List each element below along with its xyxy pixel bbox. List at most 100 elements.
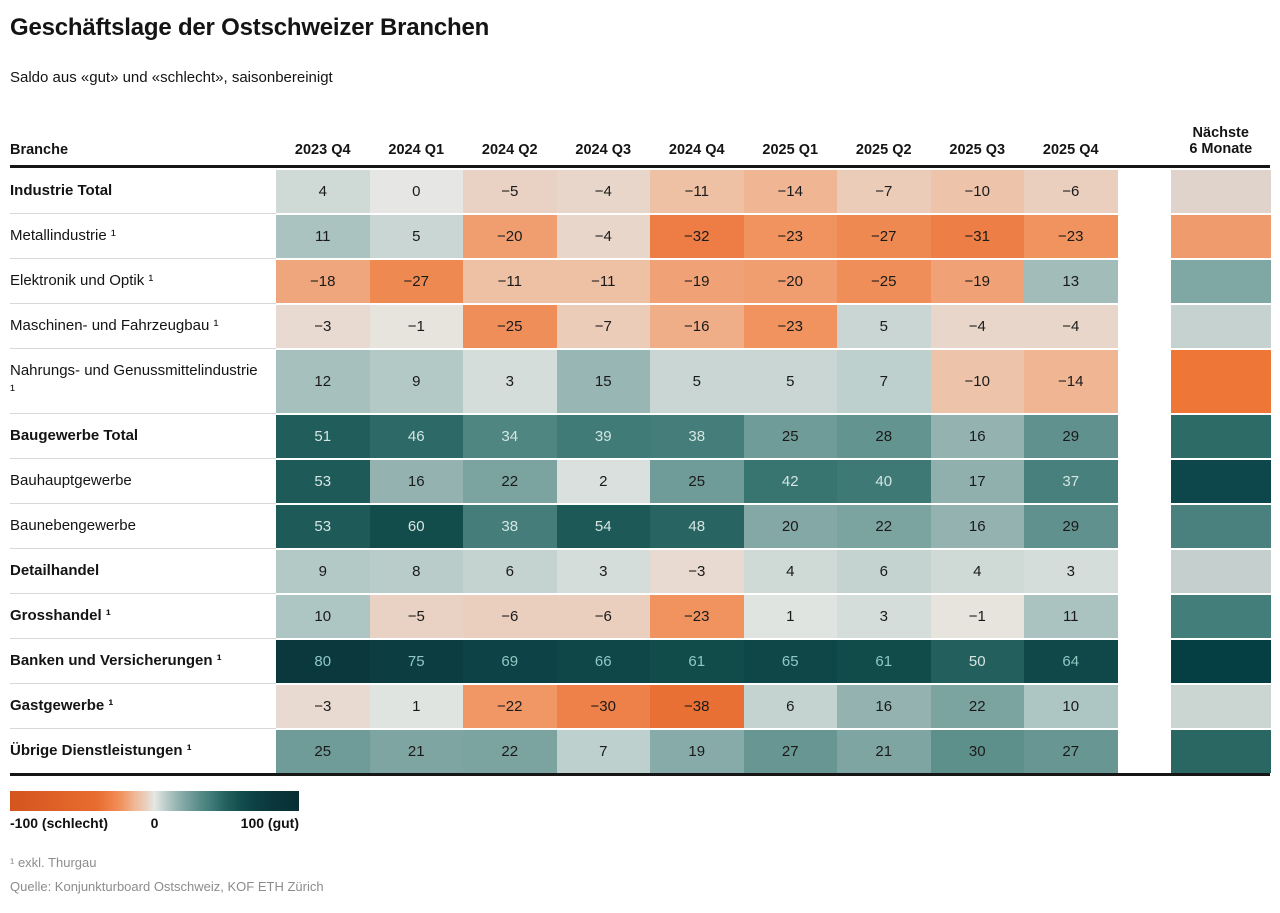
heatmap-cell: 4	[743, 549, 837, 593]
color-legend: -100 (schlecht) 0 100 (gut)	[10, 790, 299, 833]
heatmap-cell: 39	[556, 414, 650, 458]
heatmap-cell: 19	[650, 729, 744, 773]
bottom-rule	[10, 772, 1270, 776]
heatmap-cell: −32	[650, 214, 744, 258]
heatmap-cell: 5	[369, 214, 463, 258]
heatmap-cell: 51	[276, 414, 370, 458]
column-header-quarter: 2025 Q2	[855, 141, 912, 158]
heatmap-cell: −5	[463, 169, 557, 213]
heatmap-cell: 3	[463, 349, 557, 413]
heatmap-cell: 11	[276, 214, 370, 258]
next6-cell	[1170, 304, 1271, 348]
heatmap-cell: 12	[276, 349, 370, 413]
heatmap-cell: 9	[276, 549, 370, 593]
table-row: Grosshandel ¹ 10 −5 −6 −6 −23 1 3 −1 11	[10, 593, 1271, 638]
heatmap-cell: 3	[556, 549, 650, 593]
heatmap-cell: −31	[930, 214, 1024, 258]
heatmap-cell: 6	[837, 549, 931, 593]
column-header-quarter: 2023 Q4	[294, 141, 351, 158]
heatmap-cell: 69	[463, 639, 557, 683]
heatmap-cell: −16	[650, 304, 744, 348]
heatmap-cell: −20	[463, 214, 557, 258]
heatmap-cell: 75	[369, 639, 463, 683]
heatmap-cell: 17	[930, 459, 1024, 503]
row-gap	[1118, 595, 1171, 638]
row-label: Industrie Total	[10, 182, 113, 200]
heatmap-cell: 1	[369, 684, 463, 728]
heatmap-cell: 5	[743, 349, 837, 413]
legend-max-label: 100 (gut)	[240, 814, 299, 831]
next6-header-line2: 6 Monate	[1189, 141, 1253, 158]
heatmap-cell: −23	[743, 304, 837, 348]
heatmap-cell: 27	[1024, 729, 1118, 773]
next6-cell	[1170, 504, 1271, 548]
heatmap-cell: 20	[743, 504, 837, 548]
heatmap-cell: 7	[837, 349, 931, 413]
heatmap-cell: 64	[1024, 639, 1118, 683]
row-label: Übrige Dienstleistungen ¹	[10, 728, 276, 773]
heatmap-cell: −7	[556, 304, 650, 348]
table-row: Maschinen- und Fahrzeugbau ¹ −3 −1 −25 −7 −16…	[10, 303, 1271, 348]
heatmap-cell: 42	[743, 459, 837, 503]
subtitle: Saldo aus «gut» und «schlecht», saisonbe…	[10, 68, 333, 86]
heatmap-cell: 22	[463, 729, 557, 773]
row-label: Detailhandel	[10, 548, 276, 593]
heatmap-cell: −7	[837, 169, 931, 213]
column-header-quarter: 2025 Q3	[949, 141, 1006, 158]
heatmap-cell: −25	[837, 259, 931, 303]
next6-cell	[1170, 594, 1271, 638]
next6-header-line1: Nächste	[1192, 124, 1249, 141]
heatmap-cell: −20	[743, 259, 837, 303]
next6-cell	[1170, 549, 1271, 593]
column-header-quarter: 2024 Q4	[668, 141, 725, 158]
footnote: ¹ exkl. Thurgau	[10, 854, 97, 870]
row-gap	[1118, 350, 1171, 413]
heatmap-cell: 22	[837, 504, 931, 548]
header-row: Branche 2023 Q4 2024 Q1 2024 Q2 2024 Q3 2024…	[10, 125, 1270, 165]
heatmap-cell: −38	[650, 684, 744, 728]
heatmap-cell: −6	[1024, 169, 1118, 213]
table-row: Industrie Total 4 0 −5 −4 −11 −14 −7 −10 −6	[10, 169, 1271, 213]
heatmap-cell: −23	[650, 594, 744, 638]
heatmap-cell: 61	[650, 639, 744, 683]
row-label: Gastgewerbe ¹	[10, 683, 276, 728]
heatmap-cell: 4	[276, 169, 370, 213]
row-label: Bauhauptgewerbe	[10, 458, 276, 503]
heatmap-cell: 80	[276, 639, 370, 683]
heatmap-cell: −22	[463, 684, 557, 728]
heatmap-cell: 7	[556, 729, 650, 773]
table-row: Elektronik und Optik ¹ −18 −27 −11 −11 −19 −20…	[10, 258, 1271, 303]
heatmap-table: Branche 2023 Q4 2024 Q1 2024 Q2 2024 Q3 2024…	[10, 125, 1271, 776]
legend-mid-label: 0	[150, 814, 159, 831]
column-header-next6: Nächste 6 Monate	[1171, 125, 1272, 158]
table-body: Industrie Total 4 0 −5 −4 −11 −14 −7 −10 −6 Metall…	[10, 169, 1271, 773]
header-rule	[10, 164, 1270, 168]
next6-cell	[1170, 169, 1271, 213]
heatmap-cell: 38	[650, 414, 744, 458]
source-note: Quelle: Konjunkturboard Ostschweiz, KOF …	[10, 878, 324, 894]
row-gap	[1118, 215, 1171, 258]
heatmap-cell: 54	[556, 504, 650, 548]
heatmap-cell: 16	[930, 504, 1024, 548]
heatmap-cell: 8	[369, 549, 463, 593]
heatmap-cell: 6	[463, 549, 557, 593]
next6-cell	[1170, 684, 1271, 728]
heatmap-cell: 60	[369, 504, 463, 548]
heatmap-cell: −10	[930, 349, 1024, 413]
row-gap	[1118, 305, 1171, 348]
heatmap-cell: 21	[837, 729, 931, 773]
heatmap-cell: 3	[1024, 549, 1118, 593]
column-header-branche: Branche	[10, 141, 69, 158]
heatmap-cell: −11	[463, 259, 557, 303]
row-gap	[1118, 460, 1171, 503]
heatmap-cell: 5	[837, 304, 931, 348]
heatmap-cell: 9	[369, 349, 463, 413]
heatmap-cell: 65	[743, 639, 837, 683]
row-gap	[1118, 685, 1171, 728]
column-header-quarter: 2024 Q3	[575, 141, 632, 158]
legend-gradient-bar	[10, 790, 299, 811]
heatmap-cell: 27	[743, 729, 837, 773]
heatmap-cell: 22	[930, 684, 1024, 728]
row-gap	[1118, 260, 1171, 303]
next6-cell	[1170, 729, 1271, 773]
